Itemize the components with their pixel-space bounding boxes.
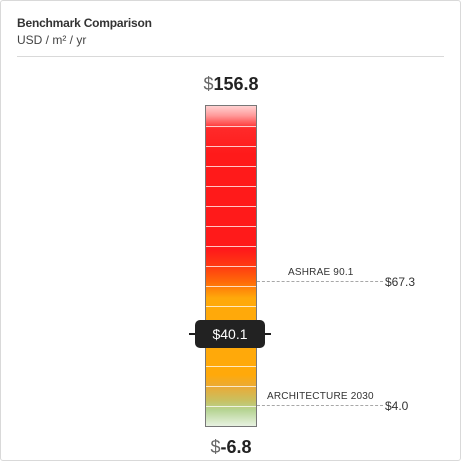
min-value: -6.8 [220,437,252,457]
max-currency-symbol: $ [203,74,214,94]
current-value-pointer[interactable]: $40.1 [195,320,265,348]
benchmark-line [257,405,383,406]
units-label: USD / m² / yr [17,33,87,47]
gauge-segment-divider [206,226,256,227]
gauge-segment-divider [206,246,256,247]
header-divider [17,56,444,57]
gauge-segment-divider [206,406,256,407]
gauge-segment-divider [206,266,256,267]
gauge-segment-divider [206,186,256,187]
gauge-segment-divider [206,146,256,147]
gauge-segment-divider [206,286,256,287]
benchmark-value: $67.3 [385,275,416,289]
max-value: 156.8 [213,74,259,94]
benchmark-name: ARCHITECTURE 2030 [267,391,374,402]
gauge-segment-divider [206,386,256,387]
gauge-max-label: $156.8 [161,74,301,95]
benchmark-line [257,281,383,282]
gauge-segment-divider [206,206,256,207]
gauge-segment-divider [206,166,256,167]
gauge-segment-divider [206,366,256,367]
benchmark-value: $4.0 [385,399,409,413]
benchmark-name: ASHRAE 90.1 [288,267,354,278]
card-title: Benchmark Comparison [17,16,152,30]
gauge-segment-divider [206,126,256,127]
gauge-min-label: $-6.8 [161,437,301,458]
gauge-segment-divider [206,306,256,307]
min-currency-symbol: $ [210,437,221,457]
gauge-bar [205,105,257,427]
